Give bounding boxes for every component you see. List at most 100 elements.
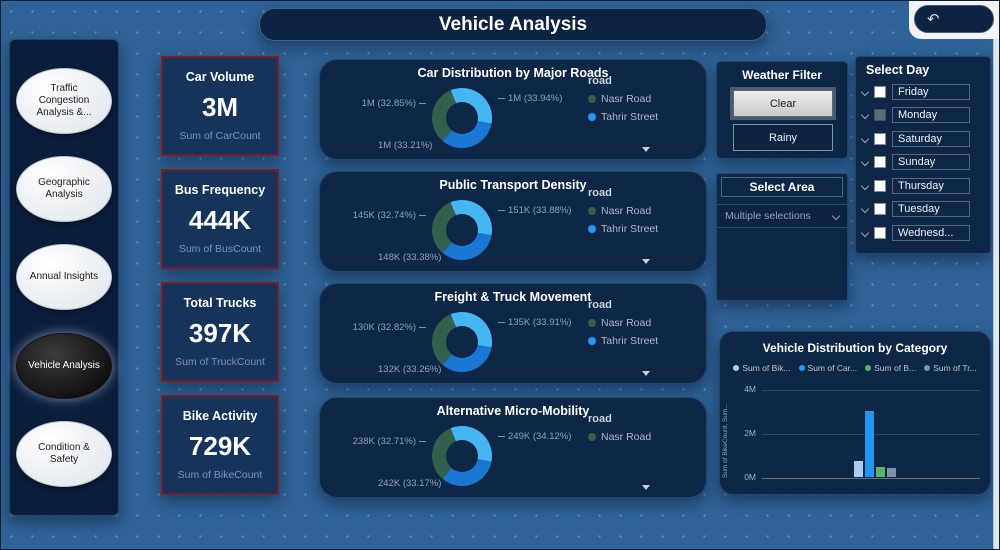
legend-dot (588, 113, 596, 121)
kpi-caption: Sum of TruckCount (175, 355, 265, 368)
donut-chart[interactable] (432, 200, 492, 260)
expand-chevron-icon[interactable] (860, 228, 870, 237)
legend-title: road (588, 299, 612, 311)
chart-title: Vehicle Distribution by Category (762, 341, 948, 355)
donut-label-left: 130K (32.82%) (320, 322, 426, 333)
bar-bikecount[interactable] (854, 461, 863, 477)
day-row-sunday[interactable]: Sunday (856, 151, 990, 175)
bar-truckcount[interactable] (887, 468, 896, 477)
sidebar-item-condition-safety[interactable]: Condition & Safety (16, 420, 112, 487)
legend-item-nasr-road[interactable]: Nasr Road (588, 93, 658, 105)
area-dropdown[interactable]: Multiple selections (717, 204, 847, 228)
legend-item-nasr-road[interactable]: Nasr Road (588, 205, 658, 217)
legend-item-buscount[interactable]: Sum of B... (865, 363, 916, 373)
donut-label-right: 135K (33.91%) (498, 317, 571, 328)
y-tick: 4M (744, 384, 756, 394)
legend-item-tahrir-street[interactable]: Tahrir Street (588, 223, 658, 235)
bar-group (854, 411, 896, 477)
day-row-wednesday[interactable]: Wednesd... (856, 221, 990, 245)
legend-item-nasr-road[interactable]: Nasr Road (588, 317, 658, 329)
expand-chevron-icon[interactable] (860, 158, 870, 167)
chevron-down-icon[interactable] (642, 371, 650, 376)
y-tick: 2M (744, 428, 756, 438)
day-checkbox-sunday[interactable] (874, 156, 886, 169)
panel-title: Weather Filter (742, 68, 822, 82)
day-row-saturday[interactable]: Saturday (856, 127, 990, 151)
expand-chevron-icon[interactable] (860, 205, 870, 214)
legend-label: Tahrir Street (601, 111, 659, 123)
sidebar-item-geographic-analysis[interactable]: Geographic Analysis (16, 156, 112, 223)
legend-dot (588, 225, 596, 233)
day-checkbox-monday[interactable] (874, 109, 886, 122)
donut-panel-car-distribution: Car Distribution by Major Roads 1M (32.8… (319, 59, 707, 160)
kpi-value: 729K (188, 430, 252, 461)
legend-item-bikecount[interactable]: Sum of Bik... (733, 363, 791, 373)
sidebar-item-vehicle-analysis[interactable]: Vehicle Analysis (16, 332, 112, 399)
expand-chevron-icon[interactable] (860, 134, 870, 143)
day-checkbox-wednesday[interactable] (874, 226, 886, 239)
chevron-down-icon[interactable] (642, 259, 650, 264)
chart-title: Car Distribution by Major Roads (417, 66, 609, 80)
donut-label-bottom: 242K (33.17%) (378, 478, 442, 489)
kpi-value: 3M (201, 91, 239, 122)
undo-button[interactable]: ↶ (914, 5, 994, 33)
legend-item-carcount[interactable]: Sum of Car... (798, 363, 857, 373)
weather-option-label: Clear (769, 97, 797, 110)
day-checkbox-thursday[interactable] (874, 179, 886, 192)
day-row-thursday[interactable]: Thursday (856, 174, 990, 198)
sidebar-item-annual-insights[interactable]: Annual Insights (16, 244, 112, 311)
day-checkbox-tuesday[interactable] (874, 203, 886, 216)
donut-label-right: 1M (33.94%) (498, 93, 562, 104)
donut-legend: road Nasr Road Tahrir Street (588, 299, 658, 347)
legend-item-tahrir-street[interactable]: Tahrir Street (588, 335, 658, 347)
donut-chart[interactable] (432, 426, 492, 486)
kpi-value: 397K (188, 317, 252, 348)
sidebar-item-label: Condition & Safety (38, 441, 90, 465)
day-row-monday[interactable]: Monday (856, 104, 990, 128)
expand-chevron-icon[interactable] (860, 181, 870, 190)
kpi-card-total-trucks: Total Trucks 397K Sum of TruckCount (161, 282, 279, 382)
donut-label-left: 145K (32.74%) (320, 210, 426, 221)
sidebar-item-label: Geographic Analysis (38, 177, 90, 201)
day-checkbox-friday[interactable] (874, 85, 886, 98)
legend-title: road (588, 187, 612, 199)
sidebar-nav: Traffic Congestion Analysis &... Geograp… (9, 39, 119, 516)
legend-dot (865, 365, 872, 371)
chevron-down-icon[interactable] (642, 485, 650, 490)
day-checkbox-saturday[interactable] (874, 132, 886, 145)
donut-label-right: 151K (33.88%) (498, 205, 571, 216)
legend-item-truckcount[interactable]: Sum of Tr... (924, 363, 977, 373)
gridline (762, 390, 980, 391)
page-title-text: Vehicle Analysis (438, 13, 588, 35)
bar-legend: Sum of Bik... Sum of Car... Sum of B... … (720, 363, 990, 373)
expand-chevron-icon[interactable] (860, 111, 870, 120)
expand-chevron-icon[interactable] (860, 87, 870, 96)
kpi-value: 444K (188, 204, 252, 235)
weather-option-rainy[interactable]: Rainy (733, 124, 833, 151)
day-row-tuesday[interactable]: Tuesday (856, 198, 990, 222)
legend-item-nasr-road[interactable]: Nasr Road (588, 431, 651, 443)
donut-chart[interactable] (432, 88, 492, 148)
bar-carcount[interactable] (865, 411, 874, 477)
chart-title: Public Transport Density (439, 178, 587, 192)
sidebar-item-label: Annual Insights (29, 271, 99, 283)
donut-chart[interactable] (432, 312, 492, 372)
legend-label: Sum of Bik... (742, 363, 791, 373)
day-label: Tuesday (892, 201, 970, 218)
chevron-down-icon[interactable] (642, 147, 650, 152)
sidebar-item-label: Traffic Congestion Analysis &... (36, 83, 92, 119)
panel-title: Select Area (721, 177, 843, 197)
legend-item-tahrir-street[interactable]: Tahrir Street (588, 111, 658, 123)
day-row-friday[interactable]: Friday (856, 80, 990, 104)
bar-buscount[interactable] (876, 467, 885, 477)
undo-icon: ↶ (927, 11, 940, 28)
sidebar-item-traffic-congestion[interactable]: Traffic Congestion Analysis &... (16, 68, 112, 135)
chart-title: Freight & Truck Movement (434, 290, 592, 304)
bar-chart-panel: Vehicle Distribution by Category Sum of … (719, 331, 991, 495)
legend-dot (924, 365, 931, 371)
weather-option-clear[interactable]: Clear (733, 90, 833, 117)
kpi-title: Total Trucks (183, 296, 257, 311)
y-tick: 0M (744, 472, 756, 482)
day-label: Thursday (892, 177, 970, 194)
chevron-down-icon (831, 211, 841, 221)
